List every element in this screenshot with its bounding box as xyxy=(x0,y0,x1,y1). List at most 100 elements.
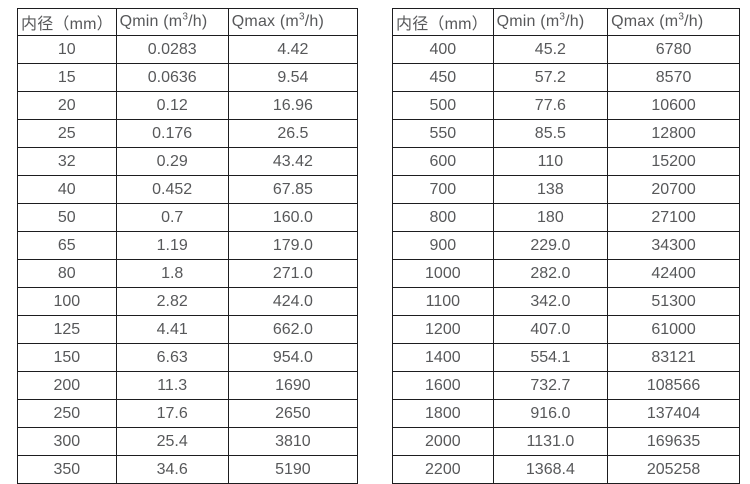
table-cell: 1.19 xyxy=(115,231,229,260)
table-row: 500 77.6 10600 xyxy=(392,91,740,120)
table-cell: 1800 xyxy=(392,399,494,428)
table-row: 350 34.6 5190 xyxy=(17,455,359,484)
table-cell: 83121 xyxy=(607,343,740,372)
table-cell: 0.452 xyxy=(115,175,229,204)
table-row: 1100 342.0 51300 xyxy=(392,287,740,316)
header-text: 内径（mm） xyxy=(396,16,488,33)
table-cell: 80 xyxy=(17,259,117,288)
table-cell: 137404 xyxy=(607,399,740,428)
table-cell: 150 xyxy=(17,343,117,372)
table-cell: 11.3 xyxy=(115,371,229,400)
table-cell: 40 xyxy=(17,175,117,204)
table-cell: 2.82 xyxy=(115,287,229,316)
table-row: 2200 1368.4 205258 xyxy=(392,455,740,484)
table-body: 10 0.0283 4.42 15 0.0636 9.54 20 0.12 16.96 25 0.1… xyxy=(17,35,359,484)
table-row: 10 0.0283 4.42 xyxy=(17,35,359,64)
table-cell: 169635 xyxy=(607,427,740,456)
table-header-row: 内径（mm） Qmin (m3/h) Qmax (m3/h) xyxy=(392,8,740,36)
table-cell: 900 xyxy=(392,231,494,260)
table-cell: 45.2 xyxy=(492,35,609,64)
table-cell: 77.6 xyxy=(492,91,609,120)
table-cell: 916.0 xyxy=(492,399,609,428)
header-text: Qmax (m xyxy=(231,13,299,30)
table-cell: 1690 xyxy=(227,371,359,400)
table-cell: 229.0 xyxy=(492,231,609,260)
table-cell: 110 xyxy=(492,147,609,176)
table-row: 250 17.6 2650 xyxy=(17,399,359,428)
flow-table-large-diameters: 内径（mm） Qmin (m3/h) Qmax (m3/h) 400 45.2 67… xyxy=(392,8,740,484)
table-cell: 0.0283 xyxy=(115,35,229,64)
table-cell: 407.0 xyxy=(492,315,609,344)
table-cell: 125 xyxy=(17,315,117,344)
table-cell: 10 xyxy=(17,35,117,64)
table-cell: 20 xyxy=(17,91,117,120)
table-cell: 160.0 xyxy=(227,203,359,232)
table-cell: 9.54 xyxy=(227,63,359,92)
table-cell: 1600 xyxy=(392,371,494,400)
table-cell: 180 xyxy=(492,203,609,232)
table-cell: 65 xyxy=(17,231,117,260)
table-cell: 4.42 xyxy=(227,35,359,64)
table-row: 550 85.5 12800 xyxy=(392,119,740,148)
table-cell: 0.12 xyxy=(115,91,229,120)
table-cell: 2200 xyxy=(392,455,494,484)
table-cell: 67.85 xyxy=(227,175,359,204)
header-text: /h) xyxy=(188,13,208,30)
col-header-qmax: Qmax (m3/h) xyxy=(227,8,359,36)
table-cell: 342.0 xyxy=(492,287,609,316)
table-cell: 42400 xyxy=(607,259,740,288)
table-row: 50 0.7 160.0 xyxy=(17,203,359,232)
header-text: Qmin (m xyxy=(119,13,183,30)
table-row: 700 138 20700 xyxy=(392,175,740,204)
table-row: 2000 1131.0 169635 xyxy=(392,427,740,456)
table-cell: 500 xyxy=(392,91,494,120)
table-cell: 43.42 xyxy=(227,147,359,176)
table-row: 1600 732.7 108566 xyxy=(392,371,740,400)
table-cell: 954.0 xyxy=(227,343,359,372)
table-cell: 1131.0 xyxy=(492,427,609,456)
table-cell: 179.0 xyxy=(227,231,359,260)
table-cell: 57.2 xyxy=(492,63,609,92)
table-row: 25 0.176 26.5 xyxy=(17,119,359,148)
header-text: Qmin (m xyxy=(496,13,560,30)
header-text: /h) xyxy=(565,13,585,30)
table-cell: 0.176 xyxy=(115,119,229,148)
table-cell: 100 xyxy=(17,287,117,316)
table-cell: 4.41 xyxy=(115,315,229,344)
table-cell: 34300 xyxy=(607,231,740,260)
table-cell: 50 xyxy=(17,203,117,232)
table-cell: 400 xyxy=(392,35,494,64)
table-cell: 6.63 xyxy=(115,343,229,372)
table-cell: 350 xyxy=(17,455,117,484)
table-row: 20 0.12 16.96 xyxy=(17,91,359,120)
header-superscript: 3 xyxy=(298,11,305,23)
col-header-qmin: Qmin (m3/h) xyxy=(492,8,609,36)
table-cell: 200 xyxy=(17,371,117,400)
table-cell: 2000 xyxy=(392,427,494,456)
table-cell: 800 xyxy=(392,203,494,232)
header-superscript: 3 xyxy=(182,11,189,23)
table-cell: 85.5 xyxy=(492,119,609,148)
table-cell: 16.96 xyxy=(227,91,359,120)
table-body: 400 45.2 6780 450 57.2 8570 500 77.6 10600 550 85.… xyxy=(392,35,740,484)
table-cell: 700 xyxy=(392,175,494,204)
table-row: 1400 554.1 83121 xyxy=(392,343,740,372)
table-cell: 271.0 xyxy=(227,259,359,288)
table-cell: 250 xyxy=(17,399,117,428)
table-cell: 27100 xyxy=(607,203,740,232)
header-superscript: 3 xyxy=(559,11,566,23)
header-text: 内径（mm） xyxy=(21,16,113,33)
table-cell: 34.6 xyxy=(115,455,229,484)
flow-table-small-diameters: 内径（mm） Qmin (m3/h) Qmax (m3/h) 10 0.0283 4… xyxy=(17,8,359,484)
table-cell: 550 xyxy=(392,119,494,148)
col-header-diameter: 内径（mm） xyxy=(17,8,117,36)
table-cell: 15200 xyxy=(607,147,740,176)
table-cell: 32 xyxy=(17,147,117,176)
table-row: 600 110 15200 xyxy=(392,147,740,176)
table-cell: 8570 xyxy=(607,63,740,92)
table-row: 800 180 27100 xyxy=(392,203,740,232)
table-row: 1000 282.0 42400 xyxy=(392,259,740,288)
table-cell: 662.0 xyxy=(227,315,359,344)
table-row: 450 57.2 8570 xyxy=(392,63,740,92)
